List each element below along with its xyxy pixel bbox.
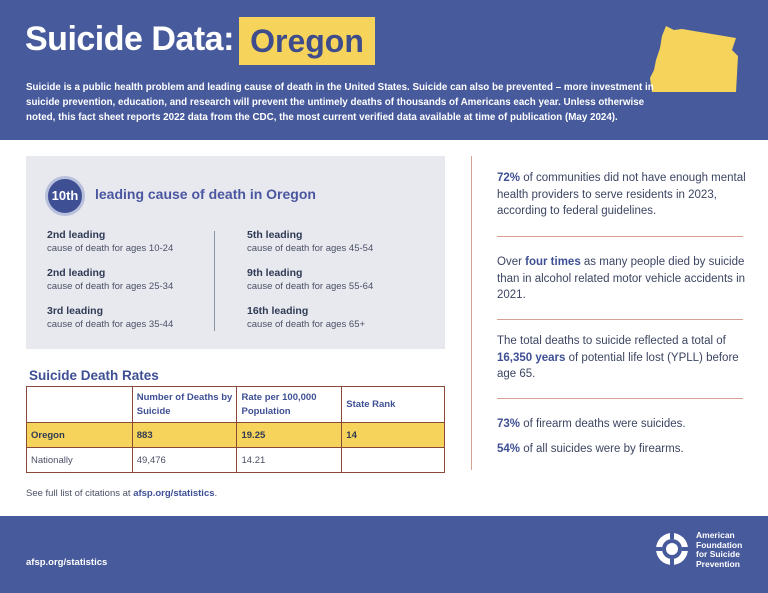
oregon-map-icon <box>650 26 738 92</box>
stat-text: of potential life lost (YPLL) before age… <box>497 351 739 381</box>
stat-firearm-suicides: 54% of all suicides were by firearms. <box>497 441 747 458</box>
cause-item: 16th leading cause of death for ages 65+ <box>247 304 427 342</box>
afsp-logo-text: American Foundation for Suicide Preventi… <box>696 530 756 569</box>
cause-item: 2nd leading cause of death for ages 25-3… <box>47 266 217 304</box>
column-divider <box>214 231 215 331</box>
footer-banner: afsp.org/statistics American Foundation … <box>0 516 768 593</box>
afsp-logo-icon <box>656 533 688 565</box>
stat-text: of communities did not have enough menta… <box>497 172 746 217</box>
rank-badge: 10th <box>45 176 85 216</box>
stat-text-pre: Over <box>497 256 526 268</box>
stat-highlight: four times <box>525 256 581 268</box>
stat-divider <box>497 398 743 399</box>
stat-providers: 72% of communities did not have enough m… <box>497 170 747 220</box>
leading-cause-panel: 10th leading cause of death in Oregon 2n… <box>26 156 445 349</box>
cause-desc: cause of death for ages 35-44 <box>47 319 174 330</box>
table-cell: 14.21 <box>236 447 343 473</box>
stat-text: as many people died by suicide than in a… <box>497 256 746 301</box>
cause-item: 9th leading cause of death for ages 55-6… <box>247 266 427 304</box>
stat-highlight: 54% <box>497 443 521 455</box>
citation-note: See full list of citations at afsp.org/s… <box>26 488 217 499</box>
table-cell: 14 <box>341 422 445 448</box>
stat-ypll: The total deaths to suicide reflected a … <box>497 333 747 383</box>
cause-rank: 2nd leading <box>47 229 106 241</box>
stat-divider <box>497 319 743 320</box>
table-header-cell <box>26 386 133 423</box>
citation-suffix: . <box>214 488 218 499</box>
cause-desc: cause of death for ages 10-24 <box>47 243 174 254</box>
cause-item: 2nd leading cause of death for ages 10-2… <box>47 228 217 266</box>
logo-line: American <box>696 530 735 540</box>
cause-rank: 3rd leading <box>47 305 104 317</box>
stat-text: of firearm deaths were suicides. <box>520 418 686 430</box>
state-name-badge: Oregon <box>239 17 375 65</box>
cause-item: 5th leading cause of death for ages 45-5… <box>247 228 427 266</box>
cause-desc: cause of death for ages 45-54 <box>247 243 374 254</box>
stat-text-pre: The total deaths to suicide reflected a … <box>497 335 726 347</box>
logo-line: Prevention <box>696 558 740 569</box>
table-cell <box>341 447 445 473</box>
cause-desc: cause of death for ages 55-64 <box>247 281 374 292</box>
table-cell: Nationally <box>26 447 133 473</box>
leading-cause-title: leading cause of death in Oregon <box>95 186 316 202</box>
table-header-cell: Rate per 100,000 Population <box>236 386 343 423</box>
table-row-national: Nationally 49,476 14.21 <box>26 447 445 473</box>
stat-alcohol-comparison: Over four times as many people died by s… <box>497 254 747 304</box>
header-banner: Suicide Data: Oregon Suicide is a public… <box>0 0 768 140</box>
table-cell: Oregon <box>26 422 133 448</box>
vertical-divider <box>471 156 472 470</box>
logo-line: Foundation <box>696 539 743 550</box>
intro-text: Suicide is a public health problem and l… <box>26 82 654 123</box>
cause-desc: cause of death for ages 65+ <box>247 319 366 330</box>
footer-link[interactable]: afsp.org/statistics <box>26 557 108 568</box>
table-cell: 49,476 <box>131 447 238 473</box>
cause-desc: cause of death for ages 25-34 <box>47 281 174 292</box>
age-causes-left: 2nd leading cause of death for ages 10-2… <box>47 228 217 342</box>
citation-link[interactable]: afsp.org/statistics <box>133 488 215 499</box>
suicide-rates-table: Number of Deaths by Suicide Rate per 100… <box>26 386 445 473</box>
age-causes-right: 5th leading cause of death for ages 45-5… <box>247 228 427 342</box>
table-header-row: Number of Deaths by Suicide Rate per 100… <box>26 386 445 423</box>
stat-firearm-deaths: 73% of firearm deaths were suicides. <box>497 416 747 433</box>
stat-highlight: 73% <box>497 418 521 430</box>
cause-rank: 5th leading <box>247 229 303 241</box>
rates-section-title: Suicide Death Rates <box>29 368 159 383</box>
stat-highlight: 16,350 years <box>497 351 566 364</box>
table-header-cell: State Rank <box>341 386 445 423</box>
table-cell: 883 <box>131 422 238 448</box>
cause-item: 3rd leading cause of death for ages 35-4… <box>47 304 217 342</box>
citation-prefix: See full list of citations at <box>26 488 134 499</box>
table-row-state: Oregon 883 19.25 14 <box>26 422 445 448</box>
cause-rank: 2nd leading <box>47 267 106 279</box>
stat-text: of all suicides were by firearms. <box>520 443 684 455</box>
stat-divider <box>497 236 743 237</box>
stat-highlight: 72% <box>497 172 521 184</box>
table-cell: 19.25 <box>236 422 343 448</box>
table-header-cell: Number of Deaths by Suicide <box>131 386 238 423</box>
cause-rank: 9th leading <box>247 267 303 279</box>
page-title: Suicide Data: <box>25 20 234 58</box>
logo-line: for Suicide <box>696 549 740 559</box>
cause-rank: 16th leading <box>247 305 309 317</box>
